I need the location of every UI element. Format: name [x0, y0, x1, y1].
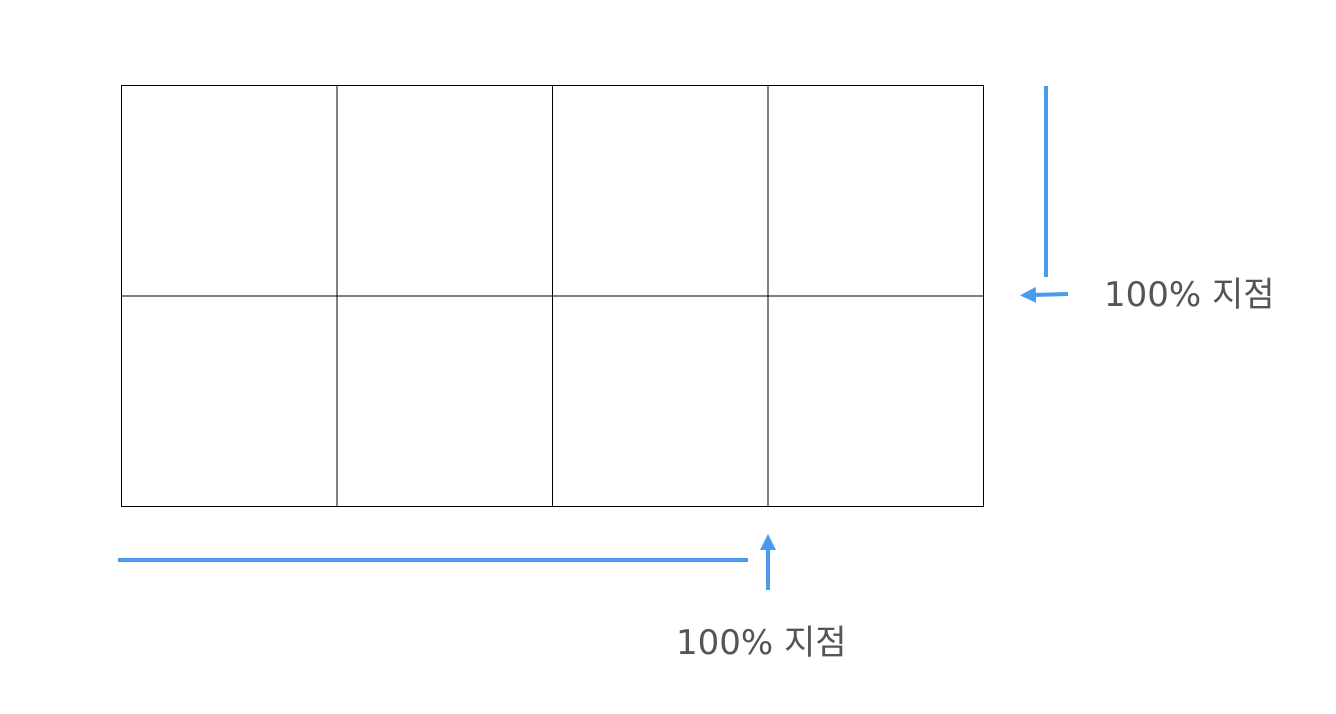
grid-cell-r2-c2 — [336, 295, 553, 507]
grid-cell-r1-c2 — [336, 85, 553, 297]
grid-cell-r2-c3 — [552, 295, 769, 507]
grid-cell-r1-c3 — [552, 85, 769, 297]
bottom-marker-label: 100% 지점 — [676, 623, 847, 663]
grid-cell-r2-c4 — [767, 295, 984, 507]
right-marker-label: 100% 지점 — [1104, 275, 1275, 315]
grid-cell-r2-c1 — [121, 295, 338, 507]
grid-cells — [121, 85, 984, 507]
right-arrow-icon — [1020, 286, 1069, 303]
grid-cell-r1-c1 — [121, 85, 338, 297]
grid-cell-r1-c4 — [767, 85, 984, 297]
